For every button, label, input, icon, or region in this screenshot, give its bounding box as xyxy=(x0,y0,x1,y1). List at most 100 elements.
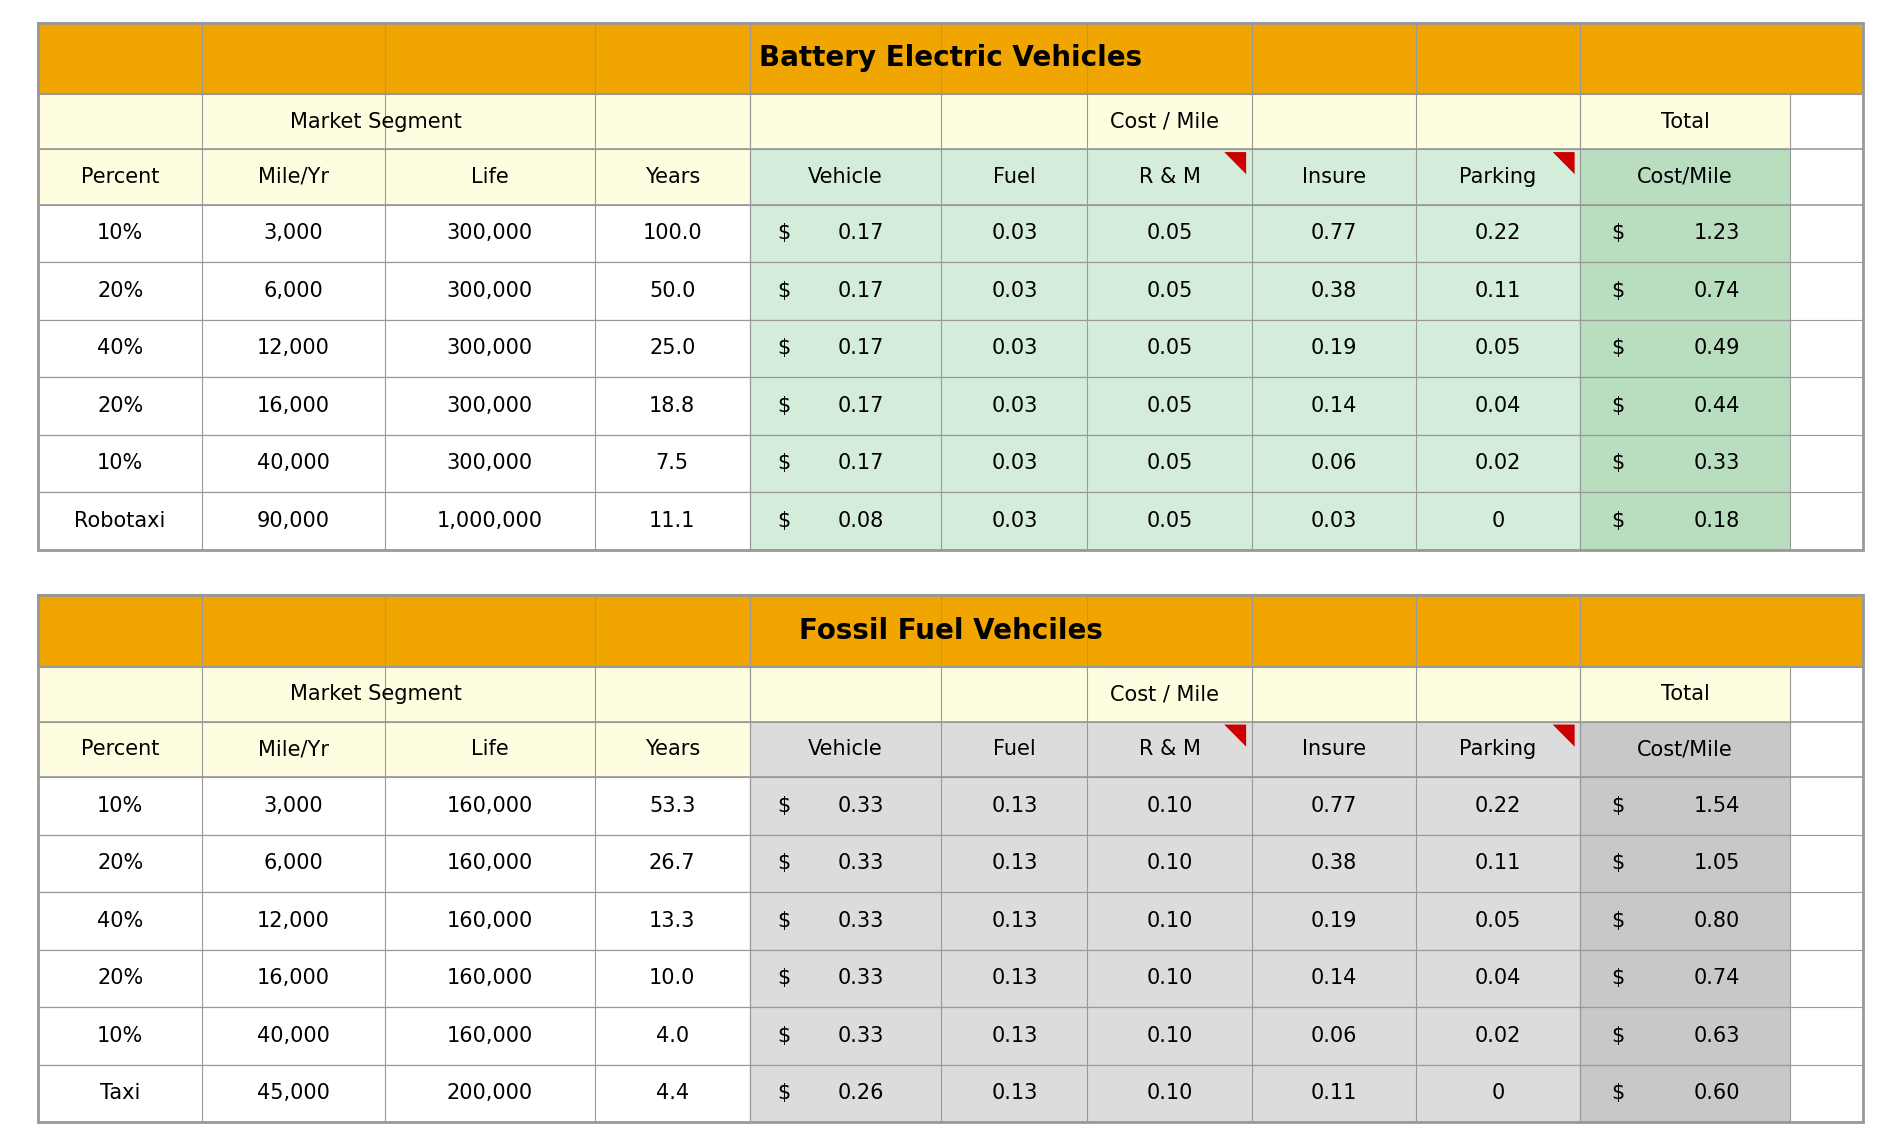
Text: 20%: 20% xyxy=(97,396,143,416)
Text: $: $ xyxy=(1612,511,1625,531)
Text: Insure: Insure xyxy=(1302,167,1365,187)
Bar xyxy=(749,835,1580,892)
Bar xyxy=(1580,492,1791,550)
Bar xyxy=(1580,835,1791,892)
Text: 0.33: 0.33 xyxy=(838,796,884,816)
Text: Total: Total xyxy=(1661,685,1709,704)
Text: 160,000: 160,000 xyxy=(447,969,532,988)
Text: Fuel: Fuel xyxy=(992,740,1036,759)
Text: 16,000: 16,000 xyxy=(257,396,331,416)
Bar xyxy=(38,835,749,892)
Text: Parking: Parking xyxy=(1460,167,1536,187)
Text: 26.7: 26.7 xyxy=(648,853,696,874)
Bar xyxy=(749,949,1580,1008)
Text: 0.14: 0.14 xyxy=(1310,396,1357,416)
Text: 1,000,000: 1,000,000 xyxy=(437,511,542,531)
Text: 0.10: 0.10 xyxy=(1146,969,1192,988)
Text: 0.77: 0.77 xyxy=(1310,223,1357,244)
Text: 0.38: 0.38 xyxy=(1310,281,1357,301)
Text: 0: 0 xyxy=(1492,511,1504,531)
Text: $: $ xyxy=(1612,396,1625,416)
Text: 160,000: 160,000 xyxy=(447,911,532,931)
Text: $: $ xyxy=(1612,453,1625,473)
Bar xyxy=(38,94,749,149)
Text: Vehicle: Vehicle xyxy=(808,167,882,187)
Text: Robotaxi: Robotaxi xyxy=(74,511,165,531)
Text: 0: 0 xyxy=(1492,1083,1504,1104)
Bar xyxy=(1580,319,1791,377)
Text: 18.8: 18.8 xyxy=(648,396,696,416)
Text: 0.74: 0.74 xyxy=(1694,281,1739,301)
Text: 0.33: 0.33 xyxy=(838,911,884,931)
Text: 0.33: 0.33 xyxy=(1694,453,1739,473)
Text: 0.13: 0.13 xyxy=(990,1026,1038,1045)
Text: 40,000: 40,000 xyxy=(257,453,331,473)
Text: $: $ xyxy=(778,396,791,416)
Bar xyxy=(1580,262,1791,319)
Text: $: $ xyxy=(778,339,791,358)
Text: 0.02: 0.02 xyxy=(1475,1026,1521,1045)
Bar xyxy=(38,949,749,1008)
Text: 13.3: 13.3 xyxy=(648,911,696,931)
Text: 0.19: 0.19 xyxy=(1310,339,1357,358)
Text: Life: Life xyxy=(471,167,509,187)
Bar xyxy=(749,666,1580,721)
Text: $: $ xyxy=(1612,969,1625,988)
Text: Taxi: Taxi xyxy=(101,1083,141,1104)
Text: 4.0: 4.0 xyxy=(656,1026,688,1045)
Text: 0.03: 0.03 xyxy=(990,396,1038,416)
Text: 0.17: 0.17 xyxy=(838,453,884,473)
Text: 0.05: 0.05 xyxy=(1146,453,1192,473)
Text: 0.06: 0.06 xyxy=(1310,1026,1357,1045)
Text: Percent: Percent xyxy=(82,740,160,759)
Text: 0.22: 0.22 xyxy=(1475,796,1521,816)
Text: 90,000: 90,000 xyxy=(257,511,331,531)
Bar xyxy=(38,262,749,319)
Bar xyxy=(749,892,1580,949)
Text: $: $ xyxy=(1612,1083,1625,1104)
Text: $: $ xyxy=(1612,911,1625,931)
Text: $: $ xyxy=(1612,796,1625,816)
Text: 3,000: 3,000 xyxy=(264,223,323,244)
Bar xyxy=(749,377,1580,435)
Text: 0.74: 0.74 xyxy=(1694,969,1739,988)
Text: Fossil Fuel Vehciles: Fossil Fuel Vehciles xyxy=(798,617,1103,645)
Text: 160,000: 160,000 xyxy=(447,796,532,816)
Text: $: $ xyxy=(778,1026,791,1045)
Text: 16,000: 16,000 xyxy=(257,969,331,988)
Text: $: $ xyxy=(1612,281,1625,301)
Bar xyxy=(1580,377,1791,435)
Text: 0.05: 0.05 xyxy=(1146,339,1192,358)
Text: 300,000: 300,000 xyxy=(447,223,532,244)
Text: Market Segment: Market Segment xyxy=(289,112,462,132)
Text: 0.17: 0.17 xyxy=(838,396,884,416)
Text: Cost / Mile: Cost / Mile xyxy=(1110,685,1219,704)
Text: Vehicle: Vehicle xyxy=(808,740,882,759)
Text: 45,000: 45,000 xyxy=(257,1083,331,1104)
Text: 0.11: 0.11 xyxy=(1475,853,1521,874)
Text: 0.18: 0.18 xyxy=(1694,511,1739,531)
Text: 0.38: 0.38 xyxy=(1310,853,1357,874)
Text: 0.77: 0.77 xyxy=(1310,796,1357,816)
Text: 0.49: 0.49 xyxy=(1694,339,1739,358)
Bar xyxy=(38,595,1863,666)
Text: $: $ xyxy=(1612,853,1625,874)
Bar xyxy=(1580,1008,1791,1065)
Text: 0.13: 0.13 xyxy=(990,1083,1038,1104)
Text: 0.13: 0.13 xyxy=(990,796,1038,816)
Text: 10%: 10% xyxy=(97,223,143,244)
Text: $: $ xyxy=(778,796,791,816)
Bar xyxy=(38,892,749,949)
Bar xyxy=(38,1008,749,1065)
Text: Battery Electric Vehicles: Battery Electric Vehicles xyxy=(758,45,1143,72)
Text: Life: Life xyxy=(471,740,509,759)
Text: $: $ xyxy=(1612,1026,1625,1045)
Bar xyxy=(1580,777,1791,835)
Text: 0.22: 0.22 xyxy=(1475,223,1521,244)
Text: 300,000: 300,000 xyxy=(447,453,532,473)
Text: 4.4: 4.4 xyxy=(656,1083,688,1104)
Text: 20%: 20% xyxy=(97,853,143,874)
Text: 10%: 10% xyxy=(97,796,143,816)
Text: $: $ xyxy=(778,853,791,874)
Text: 0.80: 0.80 xyxy=(1694,911,1739,931)
